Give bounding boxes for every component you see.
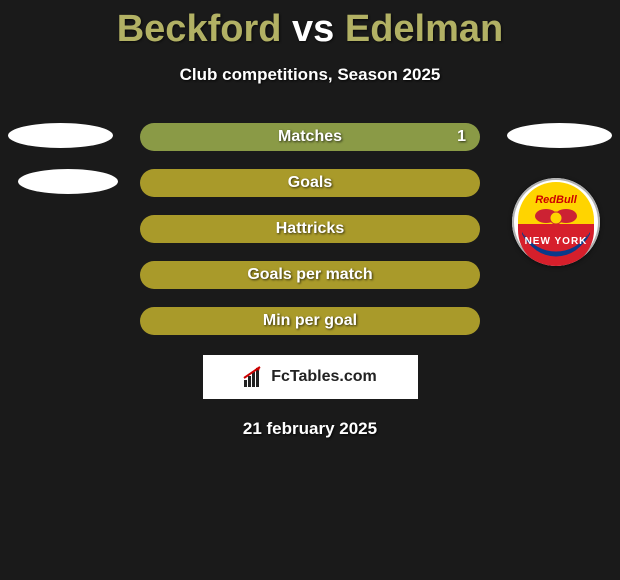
- team-logo-placeholder-left: [8, 123, 113, 148]
- infographic-root: Beckford vs Edelman Club competitions, S…: [0, 0, 620, 580]
- fctables-label: FcTables.com: [271, 368, 377, 386]
- team-logo-placeholder-left: [18, 169, 118, 194]
- stat-row-matches: Matches 1: [0, 123, 620, 151]
- fctables-watermark: FcTables.com: [203, 355, 418, 399]
- stat-value-right: 1: [457, 123, 466, 151]
- svg-text:NEW YORK: NEW YORK: [525, 236, 588, 247]
- club-badge-redbull-newyork: RedBull NEW YORK: [512, 178, 600, 266]
- vs-label: vs: [292, 8, 334, 50]
- svg-text:RedBull: RedBull: [535, 194, 578, 206]
- stat-row-mpg: Min per goal: [0, 307, 620, 335]
- stat-row-gpm: Goals per match: [0, 261, 620, 289]
- stat-label: Goals per match: [247, 266, 372, 283]
- page-title: Beckford vs Edelman: [0, 0, 620, 51]
- date-label: 21 february 2025: [0, 419, 620, 439]
- player-right: Edelman: [345, 8, 503, 50]
- stat-label: Matches: [278, 128, 342, 145]
- stat-pill-matches: Matches 1: [140, 123, 480, 151]
- stat-pill: Goals: [140, 169, 480, 197]
- team-logo-placeholder-right: [507, 123, 612, 148]
- subtitle: Club competitions, Season 2025: [0, 65, 620, 85]
- stat-pill: Goals per match: [140, 261, 480, 289]
- club-badge-icon: RedBull NEW YORK: [512, 178, 600, 266]
- stat-pill: Min per goal: [140, 307, 480, 335]
- player-left: Beckford: [117, 8, 282, 50]
- stat-label: Min per goal: [263, 312, 357, 329]
- stat-pill: Hattricks: [140, 215, 480, 243]
- stat-label: Hattricks: [276, 220, 344, 237]
- stat-label: Goals: [288, 174, 332, 191]
- fctables-icon: [243, 366, 265, 388]
